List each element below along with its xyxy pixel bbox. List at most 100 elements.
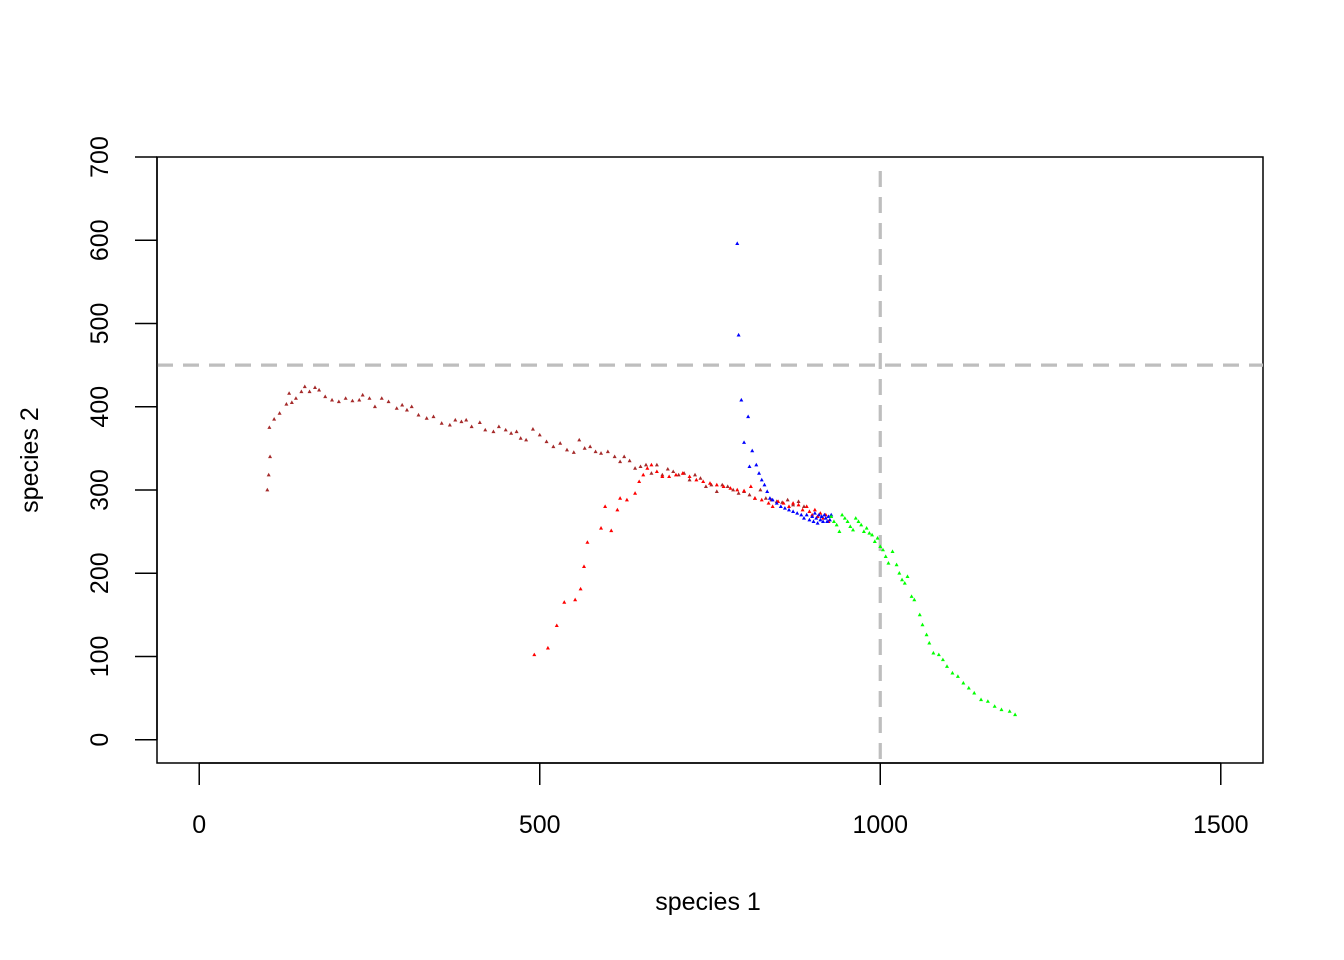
data-point [509,431,514,435]
data-point [872,539,877,543]
x-tick-label: 1500 [1193,811,1249,839]
data-point [622,454,627,459]
data-point [999,707,1004,712]
data-point [323,394,328,399]
data-point [503,427,508,432]
data-point [992,704,997,708]
data-point [955,674,960,678]
data-point [284,402,289,406]
data-point [394,406,399,410]
data-point [909,594,914,598]
data-point [313,385,317,389]
y-tick-label: 0 [86,733,114,747]
data-point [424,416,429,420]
data-point [878,544,883,548]
data-point [268,454,273,459]
data-point [680,471,685,475]
data-point [796,502,801,507]
data-point [748,484,753,489]
data-point [834,522,839,527]
data-point [736,491,741,495]
data-point [800,507,805,512]
data-point [578,586,583,591]
data-point [612,454,617,459]
data-point [725,484,730,489]
data-point [272,417,277,421]
data-point [810,514,815,519]
data-point [752,496,757,500]
data-point [799,512,804,517]
data-point [694,477,699,482]
data-point [785,497,790,502]
x-axis-title: species 1 [655,888,761,916]
y-tick-label: 500 [86,303,114,345]
data-point [299,389,304,394]
y-axis: 0 100 200 300 400 500 600 700 [86,136,158,747]
data-point [343,396,348,400]
data-point [804,512,809,517]
data-point [859,522,864,527]
data-point [665,466,670,471]
data-point [791,509,796,514]
data-point [747,464,752,469]
series-2 [532,462,831,657]
data-point [379,396,384,400]
data-point [804,504,809,509]
data-point [819,514,824,519]
data-point [765,489,770,494]
data-point [277,411,282,415]
data-point [961,680,966,685]
data-point [582,564,587,568]
data-point [654,462,659,467]
x-tick-label: 0 [192,811,206,839]
data-point [931,650,936,655]
data-point [698,476,703,480]
data-point [867,531,872,535]
data-point [747,492,752,497]
data-point [330,397,335,402]
data-point [491,429,496,434]
data-point [840,512,845,517]
data-point [864,526,869,530]
data-point [477,420,482,424]
data-point [469,424,474,429]
data-point [731,487,736,492]
data-point [367,396,372,400]
data-point [742,440,747,444]
data-point [825,519,830,523]
data-point [814,516,819,520]
data-point [573,597,578,602]
series-3 [735,241,834,525]
data-point [851,527,856,532]
data-point [317,387,322,392]
data-point [577,437,582,442]
data-point [714,489,719,494]
data-point [603,504,608,509]
data-point [687,474,692,479]
data-point [831,519,836,523]
data-point [459,419,464,424]
data-point [1007,709,1012,713]
data-point [671,469,676,474]
data-point [757,471,762,475]
data-point [564,447,569,452]
data-point [897,571,902,575]
data-point [815,521,820,525]
data-point [409,404,414,409]
data-point [837,529,842,533]
data-point [562,600,567,604]
data-point [827,517,832,522]
data-point [416,412,421,417]
data-point [265,487,270,492]
data-point [701,479,706,484]
data-point [754,462,759,467]
data-point [708,481,712,485]
data-point [845,519,850,523]
data-point [890,549,895,553]
data-points [265,241,1018,717]
data-point [464,417,469,422]
data-point [829,514,834,519]
data-point [966,685,971,690]
data-point [289,400,294,404]
data-point [721,484,726,489]
